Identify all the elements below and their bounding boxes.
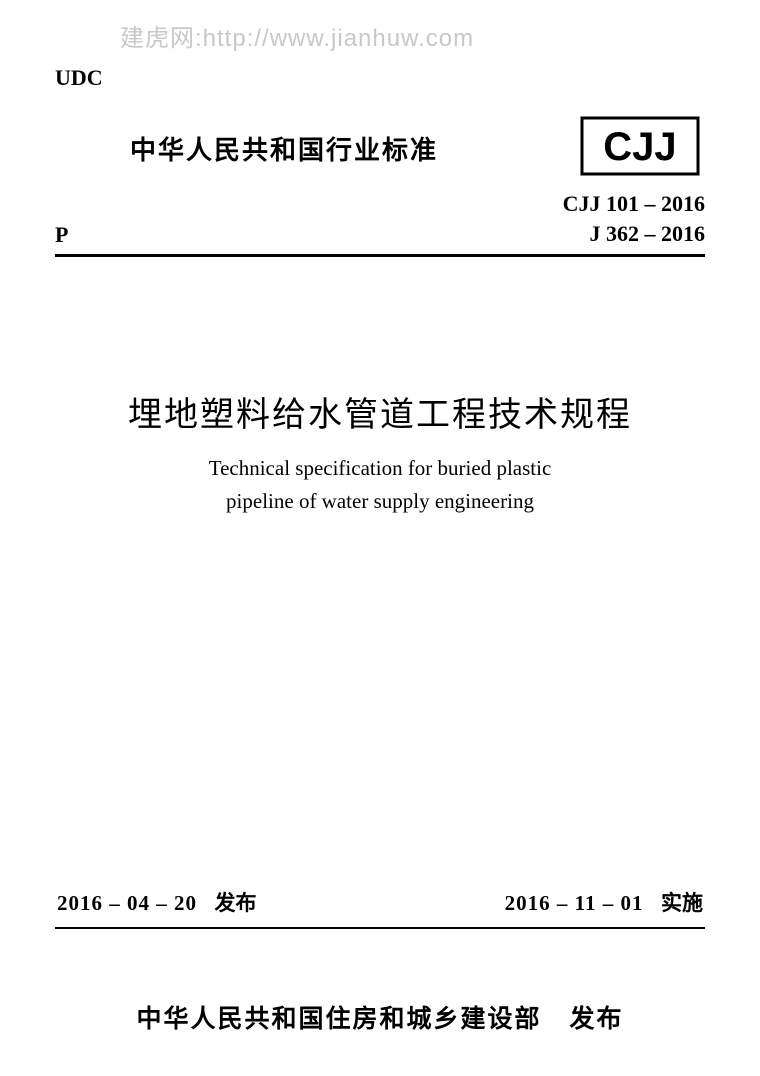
- effective-date: 2016 – 11 – 01: [505, 891, 644, 915]
- effective-date-block: 2016 – 11 – 01 实施: [505, 887, 703, 917]
- svg-text:CJJ: CJJ: [603, 125, 676, 169]
- header-block: UDC 中华人民共和国行业标准 CJJ CJJ P CJJ 101 – 2016…: [55, 65, 705, 257]
- issue-date-block: 2016 – 04 – 20 发布: [57, 887, 257, 917]
- dates-row: 2016 – 04 – 20 发布 2016 – 11 – 01 实施: [55, 887, 705, 917]
- divider-bottom: [55, 927, 705, 929]
- cjj-logo-icon: CJJ CJJ: [580, 116, 700, 181]
- title-en-line2: pipeline of water supply engineering: [55, 485, 705, 518]
- issue-date: 2016 – 04 – 20: [57, 891, 197, 915]
- title-en-line1: Technical specification for buried plast…: [55, 452, 705, 485]
- udc-label: UDC: [55, 65, 705, 91]
- issuer-line: 中华人民共和国住房和城乡建设部 发布: [55, 999, 705, 1035]
- standard-label-cn: 中华人民共和国行业标准: [130, 130, 438, 167]
- issuer-org: 中华人民共和国住房和城乡建设部: [136, 1005, 541, 1033]
- issue-label: 发布: [215, 892, 257, 915]
- title-cn: 埋地塑料给水管道工程技术规程: [55, 387, 705, 436]
- watermark-text: 建虎网:http://www.jianhuw.com: [120, 18, 474, 53]
- title-block: 埋地塑料给水管道工程技术规程 Technical specification f…: [55, 387, 705, 517]
- code-line-1: CJJ 101 – 2016: [563, 189, 705, 219]
- title-en: Technical specification for buried plast…: [55, 452, 705, 517]
- logo-box: CJJ CJJ: [575, 116, 705, 181]
- divider-top: [55, 254, 705, 257]
- issuer-action: 发布: [570, 1005, 624, 1033]
- standard-codes: CJJ 101 – 2016 J 362 – 2016: [563, 189, 705, 248]
- p-label: P: [55, 222, 68, 248]
- effective-label: 实施: [661, 892, 703, 915]
- header-row: 中华人民共和国行业标准 CJJ CJJ: [55, 116, 705, 181]
- code-line-2: J 362 – 2016: [563, 219, 705, 249]
